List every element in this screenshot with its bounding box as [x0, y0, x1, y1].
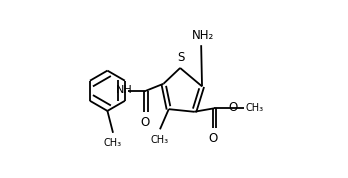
Text: O: O — [208, 132, 218, 145]
Text: S: S — [177, 51, 185, 64]
Text: O: O — [229, 101, 238, 114]
Text: NH: NH — [116, 85, 133, 95]
Text: O: O — [140, 116, 149, 129]
Text: CH₃: CH₃ — [245, 103, 264, 112]
Text: CH₃: CH₃ — [151, 135, 169, 145]
Text: NH₂: NH₂ — [191, 29, 214, 42]
Text: CH₃: CH₃ — [103, 138, 121, 148]
